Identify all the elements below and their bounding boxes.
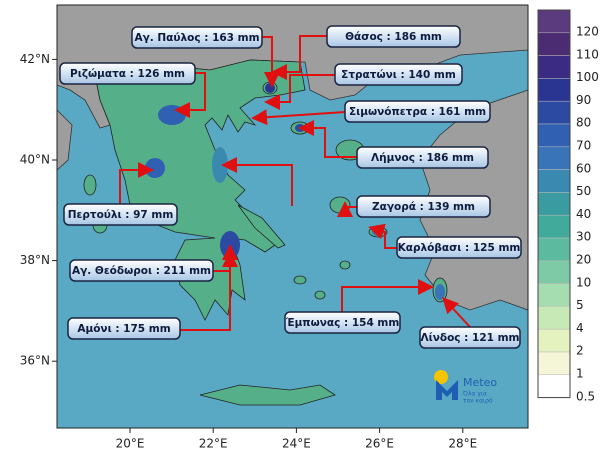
- lon-tick-label: 28°E: [448, 437, 477, 451]
- scale-label: 110: [576, 47, 599, 61]
- station-box: [69, 259, 214, 282]
- station-box: [326, 25, 461, 48]
- frame: [56, 4, 529, 429]
- scale-block: [537, 260, 571, 284]
- scale-label: 50: [576, 184, 591, 198]
- lat-tick-label: 38°N: [20, 253, 50, 267]
- scale-label: 80: [576, 116, 591, 130]
- station-label: Θάσος : 186 mm: [345, 31, 442, 43]
- scale-block: [537, 192, 571, 216]
- logo-name: Meteo: [463, 376, 497, 389]
- lat-tick-label: 42°N: [20, 52, 50, 66]
- scale-label: 10: [576, 275, 591, 289]
- lon-tick-label: 24°E: [282, 437, 311, 451]
- station-box: [131, 26, 263, 49]
- scale-block: [537, 237, 571, 262]
- station-box: [59, 62, 196, 85]
- station-label: Καρλόβασι : 125 mm: [398, 242, 521, 254]
- scale-block: [537, 328, 571, 353]
- scale-label: 5: [576, 298, 584, 312]
- scale-block: [537, 283, 571, 307]
- station-label: Αμόνι : 175 mm: [77, 323, 170, 335]
- station-label: Λήμνος : 186 mm: [371, 152, 474, 164]
- logo-sun: [434, 370, 448, 384]
- lon-tick-label: 20°E: [116, 437, 145, 451]
- scale-label: 1: [576, 367, 584, 381]
- station-box: [284, 311, 401, 334]
- scale-block: [537, 306, 571, 330]
- scale-label: 60: [576, 161, 591, 175]
- station-box: [356, 146, 489, 169]
- station-label: Αγ. Θεόδωροι : 211 mm: [72, 265, 211, 277]
- lon-tick-label: 22°E: [199, 437, 228, 451]
- station-box: [67, 317, 181, 340]
- scale-label: 40: [576, 207, 591, 221]
- station-box: [63, 203, 178, 226]
- station-box: [344, 100, 491, 123]
- station-label: Ζαγορά : 139 mm: [372, 201, 475, 213]
- station-label: Λίνδος : 121 mm: [421, 332, 520, 344]
- land-greece: [94, 59, 306, 321]
- logo: Meteo Όλα για τον καιρό: [434, 370, 497, 405]
- station-label: Στρατώνι : 140 mm: [341, 69, 456, 81]
- scale-block: [537, 78, 571, 102]
- station-box: [356, 195, 491, 218]
- scale-label: 20: [576, 253, 591, 267]
- logo-tagline: τον καιρό: [463, 398, 493, 405]
- station-box: [334, 63, 463, 86]
- station-box: [419, 326, 521, 349]
- scale-block: [537, 169, 571, 193]
- station-label: Ριζώματα : 126 mm: [70, 68, 185, 80]
- scale-block: [537, 351, 571, 376]
- logo-tagline: Όλα για: [462, 391, 487, 398]
- scale-label: 100: [576, 70, 599, 84]
- arrows: [119, 35, 471, 331]
- lon-tick-label: 26°E: [365, 437, 394, 451]
- scale-block: [537, 214, 571, 239]
- logo-mark: [436, 380, 458, 400]
- scale-block: [537, 123, 571, 148]
- station-label: Αγ. Παύλος : 163 mm: [134, 32, 259, 44]
- lat-tick-label: 36°N: [20, 354, 50, 368]
- station-label: Σιμωνόπετρα : 161 mm: [349, 106, 486, 118]
- scale-label: 70: [576, 139, 591, 153]
- scale-block: [537, 374, 571, 398]
- station-label: Έμπωνας : 154 mm: [285, 317, 400, 329]
- scale-block: [537, 32, 571, 56]
- scale-block: [537, 55, 571, 79]
- scale-block: [537, 9, 571, 34]
- scale-block: [537, 100, 571, 125]
- scale-label: 2: [576, 344, 584, 358]
- scale-label: 30: [576, 230, 591, 244]
- lat-tick-label: 40°N: [20, 153, 50, 167]
- scale-label: 4: [576, 321, 584, 335]
- station-box: [396, 236, 522, 259]
- scale-block: [537, 146, 571, 170]
- scale-label: 120: [576, 25, 599, 39]
- scale-frame: [537, 9, 571, 399]
- scale-label: 0.5: [576, 389, 595, 403]
- station-label: Περτούλι : 97 mm: [68, 209, 174, 221]
- scale-label: 90: [576, 93, 591, 107]
